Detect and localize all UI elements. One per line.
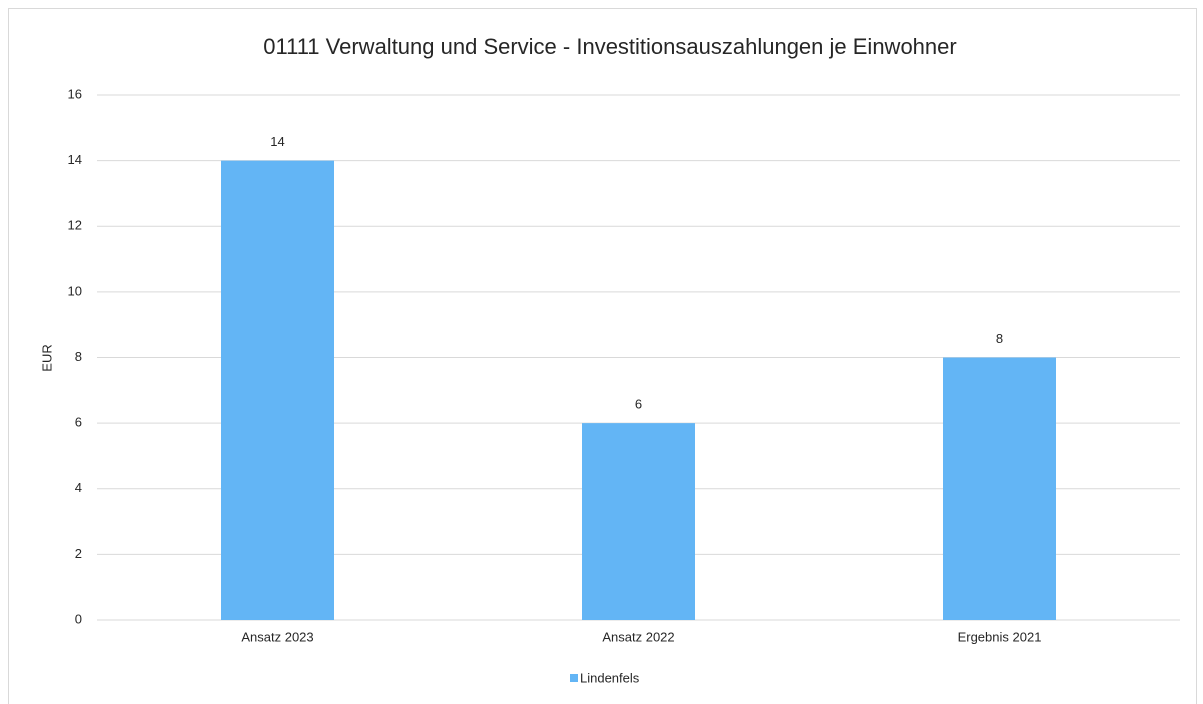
y-tick-label: 4 <box>75 480 82 495</box>
data-label: 8 <box>996 331 1003 346</box>
x-tick-label: Ansatz 2022 <box>602 629 674 644</box>
y-axis-label: EUR <box>39 344 54 371</box>
x-tick-label: Ansatz 2023 <box>241 629 313 644</box>
y-tick-label: 2 <box>75 546 82 561</box>
legend-label: Lindenfels <box>580 670 640 685</box>
chart-title: 01111 Verwaltung und Service - Investiti… <box>263 34 956 59</box>
x-tick-label: Ergebnis 2021 <box>958 629 1042 644</box>
y-tick-label: 16 <box>68 86 82 101</box>
y-tick-label: 10 <box>68 283 82 298</box>
data-label: 14 <box>270 134 284 149</box>
data-label: 6 <box>635 397 642 412</box>
bar <box>943 357 1056 620</box>
y-tick-label: 6 <box>75 415 82 430</box>
y-tick-label: 0 <box>75 611 82 626</box>
y-tick-label: 8 <box>75 349 82 364</box>
y-tick-label: 12 <box>68 218 82 233</box>
bar <box>582 423 695 620</box>
bar <box>221 160 334 620</box>
chart-border <box>8 8 1197 704</box>
y-tick-label: 14 <box>68 152 82 167</box>
legend-swatch <box>570 674 578 682</box>
